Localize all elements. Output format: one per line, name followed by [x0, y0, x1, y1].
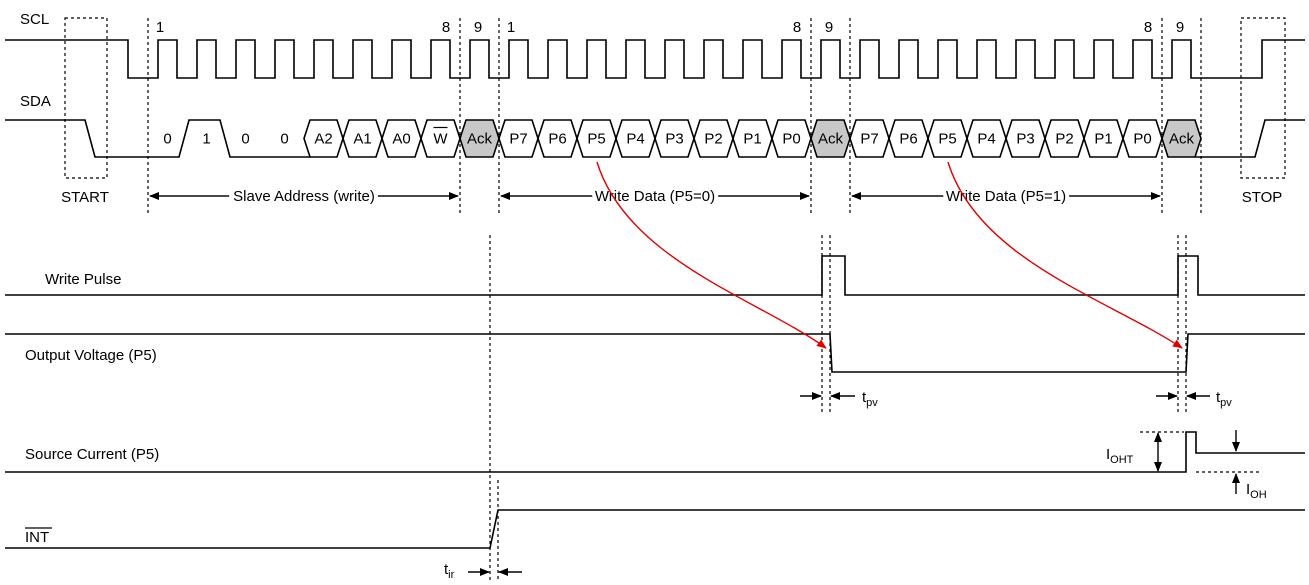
- ioh-label: IOH: [1246, 481, 1267, 501]
- tpv-label: tpv: [862, 389, 878, 409]
- bit-label: P1: [1094, 130, 1112, 147]
- cause-arrow: [596, 161, 827, 349]
- bit-label: 0: [241, 130, 249, 147]
- source-current-wave: [5, 431, 1305, 473]
- output-voltage-label: Output Voltage (P5): [25, 347, 157, 364]
- clock-number: 9: [1176, 19, 1184, 36]
- range-label: Slave Address (write): [233, 188, 375, 205]
- write-pulse-label: Write Pulse: [45, 271, 121, 288]
- ioh-sub: OH: [1250, 489, 1267, 501]
- timing-guides: [489, 235, 1260, 580]
- bit-label: P6: [899, 130, 917, 147]
- bit-label: Ack: [1169, 130, 1195, 147]
- stop-box: [1240, 17, 1286, 179]
- sda-wave: [1195, 119, 1305, 158]
- sda-wave: [5, 119, 310, 158]
- bit-label: 0: [163, 130, 171, 147]
- timing-arrows: [468, 392, 1240, 576]
- bit-label: A2: [314, 130, 332, 147]
- ioht-sub: OHT: [1110, 454, 1134, 466]
- ioht-main: I: [1106, 446, 1110, 463]
- bit-label: Ack: [467, 130, 493, 147]
- bit-label: 0: [280, 130, 288, 147]
- bit-label: Ack: [818, 130, 844, 147]
- tir-main: t: [444, 561, 449, 578]
- bit-label: A1: [353, 130, 371, 147]
- start-box: [64, 17, 108, 179]
- start-label: START: [61, 189, 109, 206]
- sda-label: SDA: [20, 93, 51, 110]
- bit-label: P6: [548, 130, 566, 147]
- int-wave: [5, 509, 1305, 549]
- clock-number: 1: [156, 19, 164, 36]
- bit-label: P1: [743, 130, 761, 147]
- clock-number: 8: [793, 19, 801, 36]
- bit-label: P5: [587, 130, 605, 147]
- clock-number: 8: [1144, 19, 1152, 36]
- scl-label: SCL: [20, 11, 49, 28]
- clock-number: 9: [474, 19, 482, 36]
- bit-label: P0: [782, 130, 800, 147]
- ioh-main: I: [1246, 481, 1250, 498]
- bit-label: P7: [860, 130, 878, 147]
- bit-label: P3: [1016, 130, 1034, 147]
- bit-label: P2: [1055, 130, 1073, 147]
- bit-label: W: [433, 130, 448, 147]
- tpv-label: tpv: [1216, 389, 1232, 409]
- clock-number: 9: [825, 19, 833, 36]
- bit-label: P7: [509, 130, 527, 147]
- int-label: INT: [25, 529, 49, 546]
- bit-label: P4: [977, 130, 995, 147]
- bit-label: P2: [704, 130, 722, 147]
- bit-label: 1: [202, 130, 210, 147]
- tir-sub: ir: [448, 569, 454, 581]
- bit-label: P3: [665, 130, 683, 147]
- tpv-sub: pv: [866, 397, 878, 409]
- scl-wave: [5, 39, 1305, 79]
- clock-number: 8: [442, 19, 450, 36]
- clock-number: 1: [507, 19, 515, 36]
- bit-label: P0: [1133, 130, 1151, 147]
- source-current-label: Source Current (P5): [25, 446, 159, 463]
- tir-label: tir: [444, 561, 455, 581]
- bit-label: A0: [392, 130, 410, 147]
- tpv-sub: pv: [1220, 397, 1232, 409]
- write-pulse-wave: [5, 255, 1305, 296]
- tpv-main: t: [862, 389, 867, 406]
- tpv-main: t: [1216, 389, 1221, 406]
- stop-label: STOP: [1242, 189, 1283, 206]
- cause-arrow: [947, 161, 1183, 349]
- output-voltage-wave: [5, 333, 1305, 373]
- bit-label: P4: [626, 130, 644, 147]
- bit-label: P5: [938, 130, 956, 147]
- ioht-label: IOHT: [1106, 446, 1134, 466]
